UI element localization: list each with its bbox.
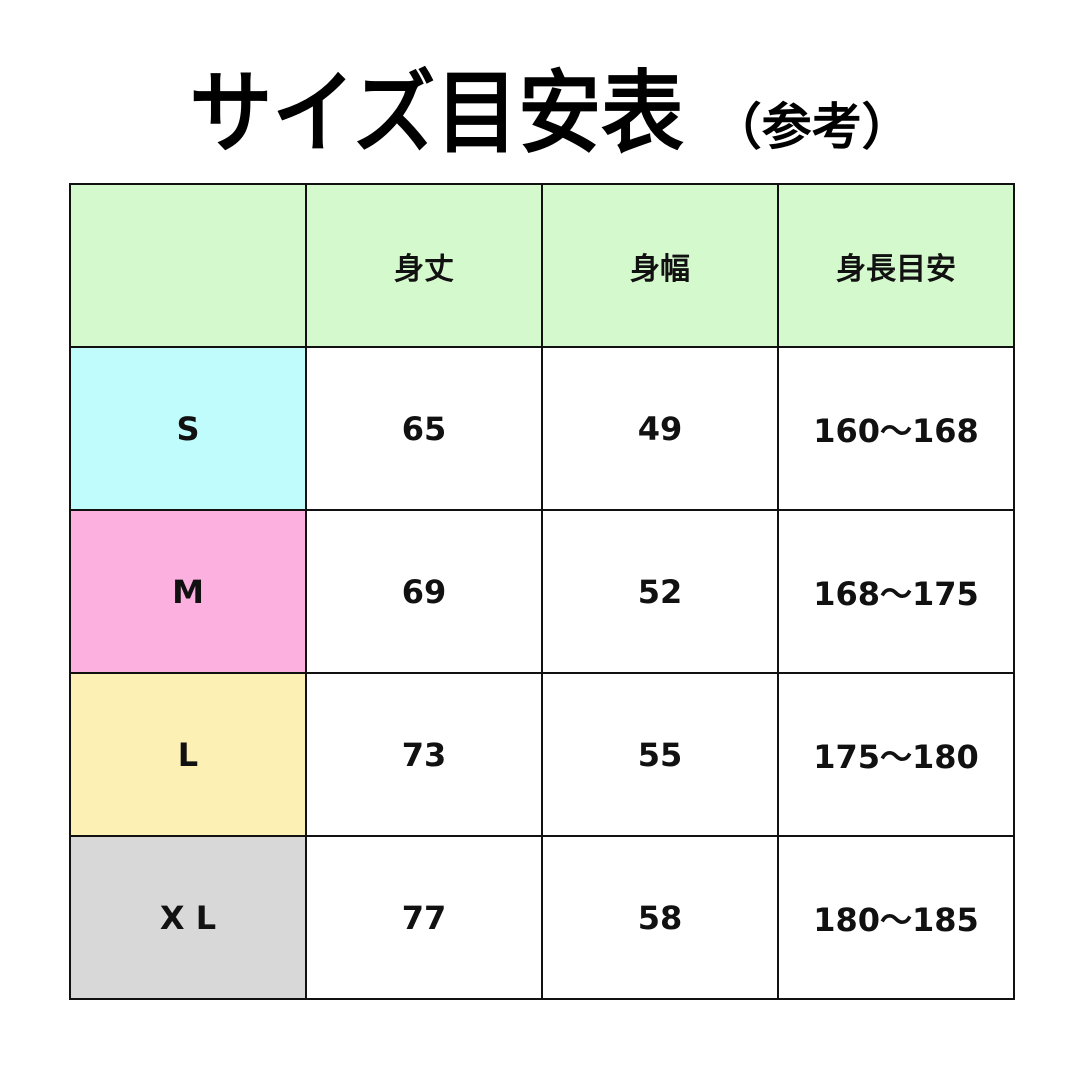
height-cell: 160〜168 (777, 346, 1015, 511)
header-row: 身丈 身幅 身長目安 (69, 183, 1015, 348)
size-cell: M (69, 509, 307, 674)
height-cell: 168〜175 (777, 509, 1015, 674)
header-cell: 身長目安 (777, 183, 1015, 348)
length-cell: 65 (305, 346, 543, 511)
width-cell: 49 (541, 346, 779, 511)
size-cell: X L (69, 835, 307, 1000)
size-cell: S (69, 346, 307, 511)
title-sub: （参考） (711, 97, 912, 156)
table-row: S 65 49 160〜168 (69, 346, 1015, 511)
title-main: サイズ目安表 (189, 60, 685, 166)
height-cell: 180〜185 (777, 835, 1015, 1000)
height-cell: 175〜180 (777, 672, 1015, 837)
length-cell: 73 (305, 672, 543, 837)
length-cell: 77 (305, 835, 543, 1000)
header-cell (69, 183, 307, 348)
width-cell: 55 (541, 672, 779, 837)
table-row: L 73 55 175〜180 (69, 672, 1015, 837)
page-title: サイズ目安表 （参考） (0, 40, 1080, 170)
size-cell: L (69, 672, 307, 837)
table-row: X L 77 58 180〜185 (69, 835, 1015, 1000)
header-cell: 身幅 (541, 183, 779, 348)
header-cell: 身丈 (305, 183, 543, 348)
width-cell: 52 (541, 509, 779, 674)
size-table: 身丈 身幅 身長目安 S 65 49 160〜168 M 69 52 168〜1… (69, 183, 1015, 1000)
table-row: M 69 52 168〜175 (69, 509, 1015, 674)
width-cell: 58 (541, 835, 779, 1000)
length-cell: 69 (305, 509, 543, 674)
